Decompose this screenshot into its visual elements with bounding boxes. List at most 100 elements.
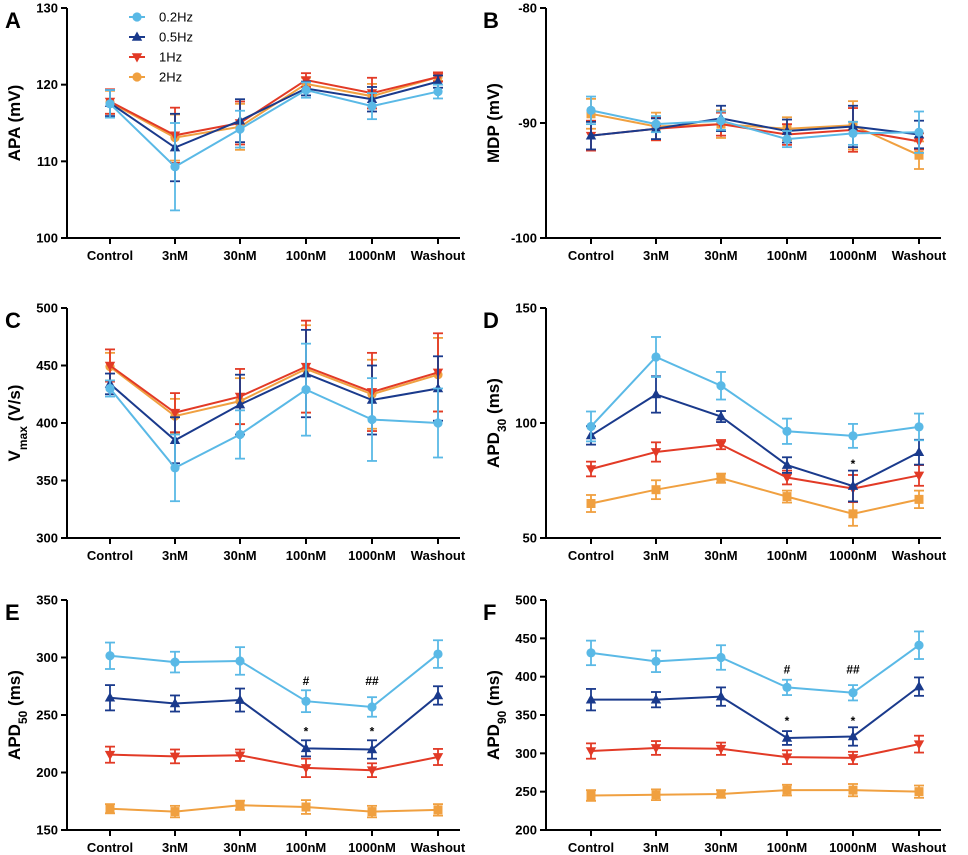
y-tick-label: 200 xyxy=(515,823,537,838)
series-line xyxy=(590,355,920,437)
x-tick-label: 3nM xyxy=(643,248,669,263)
y-tick-label: 500 xyxy=(36,301,58,316)
x-tick-label: Control xyxy=(568,840,614,855)
legend-item: 2Hz xyxy=(129,70,182,85)
data-point xyxy=(104,361,116,371)
data-point xyxy=(716,652,726,663)
panel-f: 200 250 300 350 400 450 500 Control 3nM 30nM 100nM… xyxy=(483,593,947,855)
data-point xyxy=(781,753,793,763)
x-tick-label: Washout xyxy=(411,840,466,855)
y-tick-label: 500 xyxy=(515,593,537,608)
panel-a: 100 110 120 130 Control 3nM 30nM 100nM 1000nM Was… xyxy=(5,1,466,264)
data-point xyxy=(848,431,858,441)
y-tick-label: 50 xyxy=(523,531,537,546)
y-axis-label: APD50 (ms) xyxy=(5,670,30,760)
y-tick-label: 250 xyxy=(36,708,58,723)
data-point xyxy=(235,429,245,440)
data-point xyxy=(235,800,245,810)
significance-mark: * xyxy=(851,457,856,471)
x-tick-label: 3nM xyxy=(643,840,669,855)
data-point xyxy=(781,732,793,742)
data-point xyxy=(432,689,444,700)
data-point xyxy=(300,742,312,753)
panel-label: B xyxy=(483,8,499,33)
data-point xyxy=(170,807,180,817)
x-tick-label: 30nM xyxy=(704,548,737,563)
legend-marker xyxy=(132,72,142,82)
y-tick-label: 350 xyxy=(36,593,58,608)
data-point xyxy=(914,640,924,650)
legend-label: 1Hz xyxy=(159,50,182,65)
panel-c: 300 350 400 450 500 Control 3nM 30nM 100nM 1000nM… xyxy=(5,301,466,564)
data-point xyxy=(848,785,858,795)
data-point xyxy=(847,480,859,490)
y-tick-label: 450 xyxy=(36,358,58,373)
panel-label: A xyxy=(5,8,21,33)
data-point xyxy=(170,162,180,172)
series-2Hz xyxy=(586,472,924,527)
data-point xyxy=(301,385,311,395)
data-point xyxy=(781,473,793,484)
series-2Hz xyxy=(105,799,443,819)
data-point xyxy=(650,448,662,458)
data-point xyxy=(715,440,727,451)
y-tick-label: 350 xyxy=(515,708,537,723)
data-point xyxy=(914,494,924,504)
data-point xyxy=(782,785,792,795)
series-1Hz xyxy=(585,734,925,765)
legend-marker xyxy=(131,53,143,63)
significance-mark: ## xyxy=(365,674,379,688)
data-point xyxy=(913,740,925,750)
series-1Hz xyxy=(104,71,444,164)
data-point xyxy=(782,682,792,693)
data-point xyxy=(651,790,661,800)
y-tick-label: 300 xyxy=(36,531,58,546)
y-axis-label: APD30 (ms) xyxy=(484,378,509,468)
data-point xyxy=(169,408,181,419)
y-tick-label: 450 xyxy=(515,631,537,646)
series-line xyxy=(109,76,439,139)
y-tick-label: 250 xyxy=(515,784,537,799)
series-line xyxy=(109,76,439,137)
data-point xyxy=(585,130,597,140)
data-point xyxy=(366,766,378,776)
series-0_2Hz xyxy=(586,336,924,449)
data-point xyxy=(848,128,858,138)
data-point xyxy=(585,747,597,757)
x-tick-label: 3nM xyxy=(162,248,188,263)
data-point xyxy=(715,744,727,755)
data-point xyxy=(301,85,311,95)
x-tick-label: 100nM xyxy=(767,248,807,263)
x-tick-label: 30nM xyxy=(704,248,737,263)
series-line xyxy=(109,694,439,751)
y-tick-label: 100 xyxy=(515,416,537,431)
data-point xyxy=(715,411,727,421)
data-point xyxy=(367,807,377,817)
x-tick-label: Control xyxy=(568,548,614,563)
panel-b: -100 -90 -80 Control 3nM 30nM 100nM 1000nM Washo… xyxy=(483,1,947,264)
data-point xyxy=(105,651,115,661)
x-tick-label: 1000nM xyxy=(829,248,877,263)
y-tick-label: 110 xyxy=(37,154,58,169)
data-point xyxy=(716,116,726,126)
x-tick-label: Washout xyxy=(411,248,466,263)
legend-marker xyxy=(131,31,143,41)
data-point xyxy=(650,694,662,704)
data-point xyxy=(586,105,596,115)
data-point xyxy=(300,764,312,774)
data-point xyxy=(586,499,596,508)
significance-mark: # xyxy=(784,663,791,677)
series-0_5Hz xyxy=(104,684,444,760)
data-point xyxy=(433,86,443,97)
x-tick-label: 30nM xyxy=(223,548,256,563)
y-tick-label: 100 xyxy=(36,231,58,246)
x-tick-label: Washout xyxy=(892,840,947,855)
data-point xyxy=(367,702,377,712)
series-line xyxy=(590,644,920,694)
significance-mark: * xyxy=(370,725,375,739)
data-point xyxy=(433,805,443,815)
data-point xyxy=(716,789,726,799)
data-point xyxy=(782,492,792,502)
data-point xyxy=(366,744,378,754)
series-1Hz xyxy=(104,745,444,778)
